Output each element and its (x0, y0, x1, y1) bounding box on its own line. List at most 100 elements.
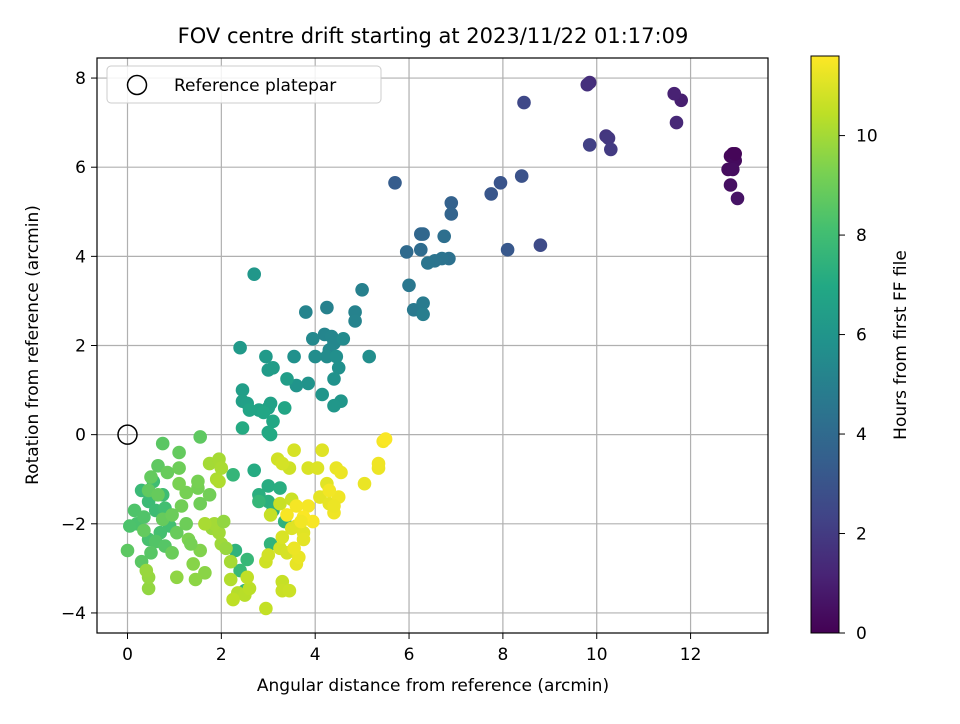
data-point (315, 387, 330, 402)
data-point (170, 570, 184, 585)
data-point (155, 436, 170, 451)
data-point (235, 383, 250, 397)
data-point (280, 508, 294, 522)
data-point (233, 340, 247, 355)
data-point (416, 296, 430, 311)
chart-title: FOV centre drift starting at 2023/11/22 … (178, 24, 689, 48)
data-point (348, 314, 362, 328)
y-tick-label: 8 (75, 69, 86, 89)
colorbar-ticks: 0 2 4 6 8 10 (839, 127, 878, 644)
data-point (667, 86, 681, 101)
data-point (151, 488, 165, 502)
data-point (170, 525, 184, 540)
x-axis-label: Angular distance from reference (arcmin) (257, 676, 609, 696)
data-point (259, 349, 273, 364)
y-tick-label: 2 (75, 337, 86, 357)
data-point (202, 488, 217, 502)
data-point (261, 548, 276, 562)
data-point (371, 456, 386, 471)
data-point (219, 541, 233, 556)
data-point (247, 463, 261, 478)
colorbar-tick-label: 6 (856, 326, 867, 346)
data-point (263, 508, 278, 522)
data-point (123, 519, 137, 533)
data-point (355, 283, 369, 297)
data-point (601, 131, 616, 145)
data-point (186, 557, 200, 571)
data-point (193, 430, 207, 444)
legend-label: Reference platepar (174, 76, 336, 96)
data-point (214, 461, 229, 475)
data-point (240, 552, 254, 567)
data-point (730, 191, 745, 206)
data-point (444, 207, 459, 221)
data-point (137, 510, 151, 524)
x-axis-ticks: 0 2 4 6 8 10 12 (122, 633, 701, 665)
data-point (240, 570, 254, 585)
data-point (191, 474, 205, 489)
data-point (151, 459, 165, 473)
data-point (235, 421, 250, 435)
data-point (259, 601, 273, 616)
y-tick-label: 6 (75, 158, 86, 178)
data-point (179, 517, 193, 531)
data-point (287, 541, 301, 556)
x-tick-label: 6 (404, 645, 415, 665)
data-point (444, 196, 459, 210)
x-tick-label: 0 (122, 645, 133, 665)
data-point (301, 461, 316, 475)
y-axis-label: Rotation from reference (arcmin) (23, 205, 43, 485)
colorbar-label: Hours from first FF file (891, 250, 911, 440)
data-point (582, 138, 597, 152)
data-point (277, 401, 292, 415)
data-point (120, 543, 135, 558)
data-point (144, 546, 158, 560)
data-point (273, 481, 287, 495)
data-point (160, 465, 175, 480)
data-point (399, 245, 414, 259)
y-tick-label: 4 (75, 247, 86, 267)
data-point (301, 376, 316, 391)
y-tick-label: −2 (61, 515, 86, 535)
legend-box (106, 65, 382, 104)
data-point (580, 77, 595, 92)
data-point (728, 147, 742, 161)
data-point (334, 465, 348, 480)
data-point (198, 566, 212, 580)
x-tick-label: 10 (586, 645, 608, 665)
colorbar (811, 56, 839, 633)
data-point (437, 229, 452, 244)
data-point (165, 508, 179, 522)
y-axis-ticks: −4 −2 0 2 4 6 8 (61, 69, 97, 624)
data-point (320, 349, 334, 364)
data-point (165, 546, 179, 560)
data-point (315, 443, 330, 458)
data-point (294, 514, 308, 529)
data-point (378, 432, 393, 446)
data-point (139, 563, 154, 578)
data-point (266, 414, 280, 429)
data-point (261, 479, 276, 493)
data-point (723, 178, 738, 192)
data-point (216, 514, 231, 529)
data-point (310, 461, 325, 475)
data-point (726, 162, 740, 177)
data-point (322, 483, 337, 498)
data-point (275, 456, 290, 471)
data-point (127, 503, 142, 518)
data-point (421, 256, 435, 270)
data-point (289, 378, 304, 393)
data-point (299, 305, 313, 319)
y-tick-label: 0 (75, 426, 86, 446)
data-point (416, 307, 430, 322)
data-point (320, 300, 334, 315)
reference-marker-layer (117, 424, 138, 445)
data-point (184, 537, 198, 551)
data-point (174, 499, 189, 513)
data-point (256, 405, 271, 420)
colorbar-tick-label: 0 (856, 624, 867, 644)
data-point (306, 332, 320, 346)
data-point (242, 581, 257, 596)
